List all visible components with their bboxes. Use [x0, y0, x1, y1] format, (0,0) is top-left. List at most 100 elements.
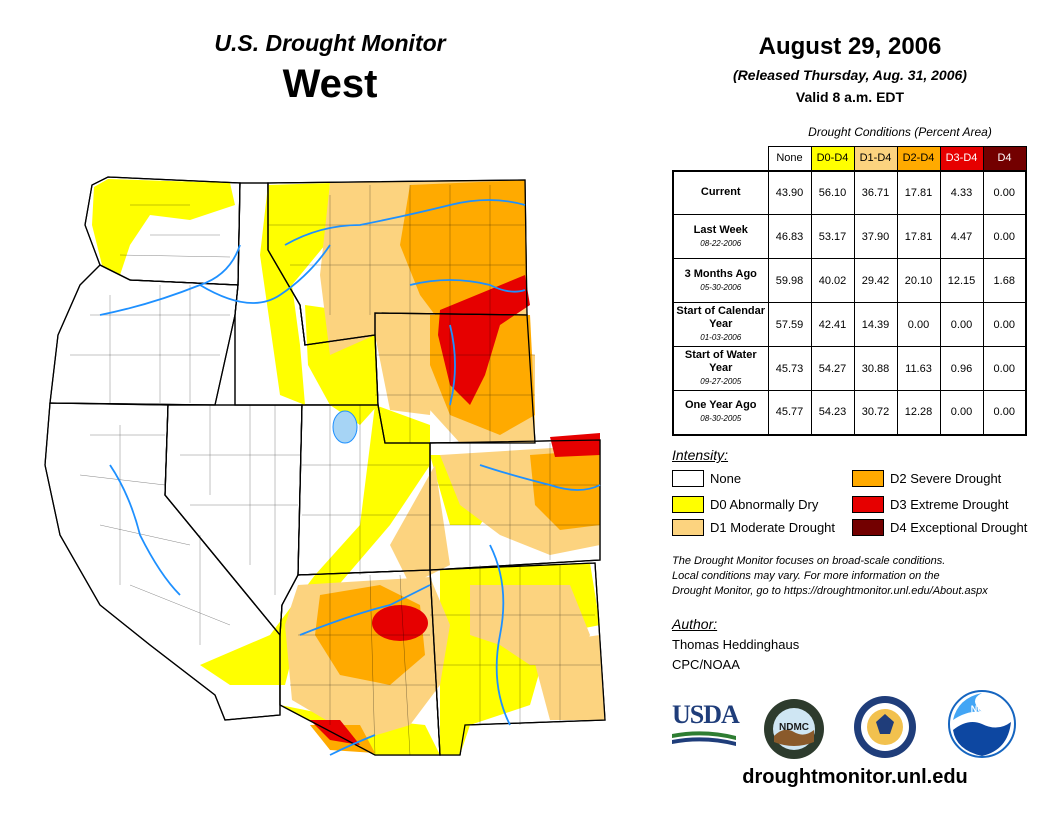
legend-swatch	[852, 470, 884, 487]
noaa-logo: NOAA	[948, 690, 1016, 758]
table-cell: 57.59	[767, 302, 812, 347]
table-cell: 0.00	[982, 302, 1027, 347]
table-cell: 20.10	[896, 258, 941, 303]
row-label: Last Week 08-22-2006	[672, 214, 769, 259]
disclaimer-note: The Drought Monitor focuses on broad-sca…	[672, 555, 988, 597]
table-cell: 17.81	[896, 169, 941, 215]
legend-label: None	[710, 471, 742, 486]
table-cell: 29.42	[853, 258, 898, 303]
table-cell: 12.28	[896, 390, 941, 436]
table-cell: 0.00	[939, 302, 984, 347]
table-cell: 30.88	[853, 346, 898, 391]
legend-label: D2 Severe Drought	[890, 471, 1002, 486]
row-label: 3 Months Ago 05-30-2006	[672, 258, 769, 303]
table-cell: 53.17	[810, 214, 855, 259]
valid-time: Valid 8 a.m. EDT	[795, 89, 905, 105]
region-title: West	[282, 62, 378, 106]
legend-label: D4 Exceptional Drought	[890, 520, 1028, 535]
map-title: U.S. Drought Monitor	[214, 30, 446, 56]
table-cell: 4.33	[939, 169, 984, 215]
release-date: (Released Thursday, Aug. 31, 2006)	[733, 67, 967, 83]
table-caption: Drought Conditions (Percent Area)	[808, 125, 992, 139]
col-header-d1-d4: D1-D4	[853, 146, 898, 171]
legend-label: D3 Extreme Drought	[890, 497, 1009, 512]
col-header-none: None	[767, 146, 812, 171]
table-cell: 54.23	[810, 390, 855, 436]
table-row: 3 Months Ago 05-30-2006 59.98 40.02 29.42…	[672, 258, 1027, 303]
legend-swatch	[672, 496, 704, 513]
county-lines	[70, 185, 600, 756]
table-cell: 4.47	[939, 214, 984, 259]
table-cell: 0.96	[939, 346, 984, 391]
table-cell: 0.00	[982, 169, 1027, 215]
legend-item-d0: D0 Abnormally Dry	[672, 496, 818, 513]
col-header-d0-d4: D0-D4	[810, 146, 855, 171]
table-cell: 45.73	[767, 346, 812, 391]
table-row: Current 43.90 56.10 36.71 17.81 4.33 0.0…	[672, 169, 1027, 215]
row-label: Start of Calendar Year 01-03-2006	[672, 302, 769, 347]
svg-text:NDMC: NDMC	[779, 722, 809, 733]
table-row: One Year Ago 08-30-2005 45.77 54.23 30.72…	[672, 390, 1027, 436]
table-cell: 0.00	[982, 390, 1027, 436]
table-cell: 45.77	[767, 390, 812, 436]
col-header-d2-d4: D2-D4	[896, 146, 941, 171]
table-cell: 0.00	[896, 302, 941, 347]
table-row: Start of Calendar Year 01-03-2006 57.59 4…	[672, 302, 1027, 347]
table-cell: 30.72	[853, 390, 898, 436]
table-cell: 1.68	[982, 258, 1027, 303]
usda-logo: USDA	[672, 700, 740, 729]
map-date: August 29, 2006	[758, 33, 942, 60]
table-cell: 59.98	[767, 258, 812, 303]
col-header-d3-d4: D3-D4	[939, 146, 984, 171]
state-oregon	[49, 264, 239, 406]
website-link[interactable]: droughtmonitor.unl.edu	[742, 766, 968, 788]
legend-item-d3: D3 Extreme Drought	[852, 496, 1009, 513]
d3-areas	[310, 275, 600, 745]
table-cell: 11.63	[896, 346, 941, 391]
author-title: Author:	[672, 616, 718, 632]
author-org: CPC/NOAA	[672, 657, 740, 672]
table-row: Start of Water Year 09-27-2005 45.73 54.2…	[672, 346, 1027, 391]
table-cell: 36.71	[853, 169, 898, 215]
legend-item-d1: D1 Moderate Drought	[672, 519, 835, 536]
svg-text:NOAA: NOAA	[971, 704, 998, 714]
legend-title: Intensity:	[672, 447, 729, 463]
legend-swatch	[672, 470, 704, 487]
table-cell: 17.81	[896, 214, 941, 259]
table-cell: 0.00	[982, 214, 1027, 259]
table-corner	[673, 147, 768, 171]
legend-item-d2: D2 Severe Drought	[852, 470, 1001, 487]
table-cell: 46.83	[767, 214, 812, 259]
legend-item-none: None	[672, 470, 741, 487]
table-cell: 37.90	[853, 214, 898, 259]
drought-map	[44, 176, 606, 756]
legend-swatch	[852, 496, 884, 513]
drought-stats-table: None D0-D4 D1-D4 D2-D4 D3-D4 D4 Current …	[672, 146, 1027, 436]
table-cell: 14.39	[853, 302, 898, 347]
legend-label: D0 Abnormally Dry	[710, 497, 819, 512]
table-cell: 0.00	[982, 346, 1027, 391]
col-header-d4: D4	[982, 146, 1027, 171]
table-cell: 43.90	[767, 169, 812, 215]
table-cell: 42.41	[810, 302, 855, 347]
table-cell: 54.27	[810, 346, 855, 391]
usda-swoosh-icon	[672, 731, 736, 746]
row-label: One Year Ago 08-30-2005	[672, 390, 769, 436]
table-cell: 0.00	[939, 390, 984, 436]
dept-commerce-seal	[854, 696, 916, 758]
legend-swatch	[672, 519, 704, 536]
great-salt-lake	[332, 410, 358, 444]
row-label: Start of Water Year 09-27-2005	[672, 346, 769, 391]
state-borders	[44, 176, 606, 756]
legend-item-d4: D4 Exceptional Drought	[852, 519, 1027, 536]
author-name: Thomas Heddinghaus	[672, 637, 800, 652]
row-label: Current	[672, 169, 769, 215]
table-row: Last Week 08-22-2006 46.83 53.17 37.90 17…	[672, 214, 1027, 259]
legend-swatch	[852, 519, 884, 536]
legend-label: D1 Moderate Drought	[710, 520, 836, 535]
rivers	[99, 199, 601, 756]
table-cell: 12.15	[939, 258, 984, 303]
ndmc-logo: NDMC	[764, 699, 824, 759]
table-cell: 40.02	[810, 258, 855, 303]
table-cell: 56.10	[810, 169, 855, 215]
